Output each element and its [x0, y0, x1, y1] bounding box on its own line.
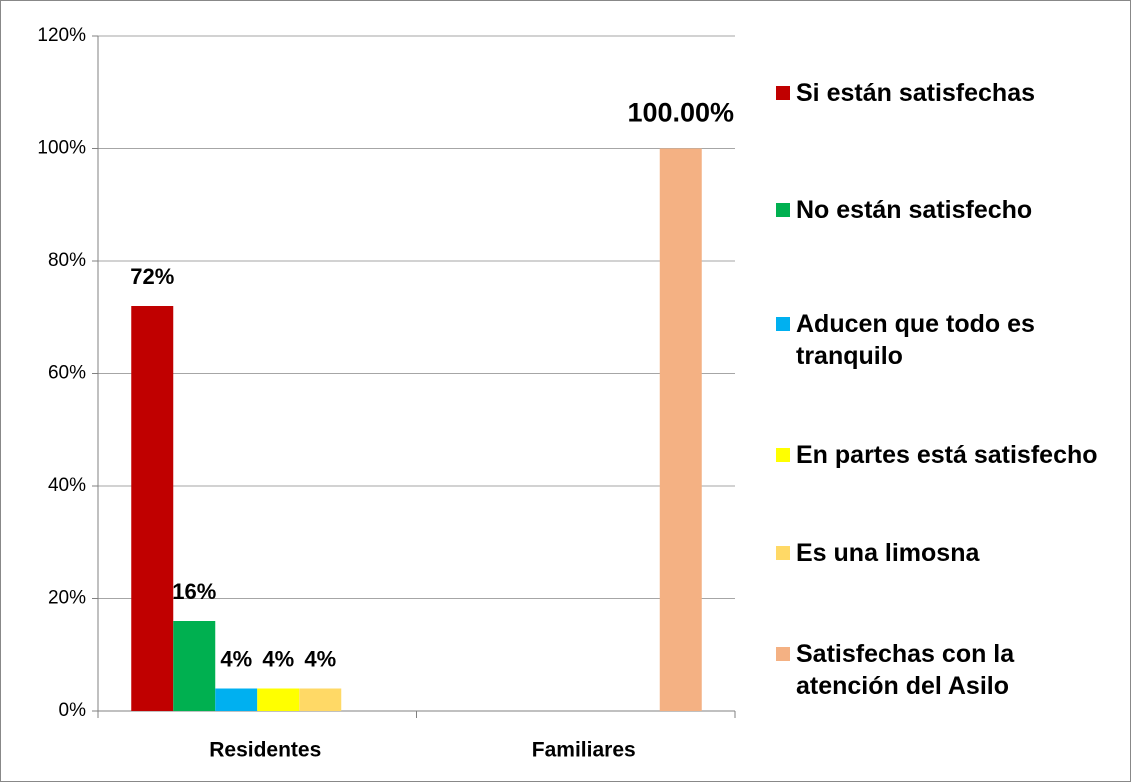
legend-swatch — [776, 203, 790, 217]
legend-label: No están satisfecho — [796, 196, 1033, 224]
legend-swatch — [776, 546, 790, 560]
y-tick-label: 20% — [48, 588, 86, 609]
legend-item: Aducen que todo es tranquilo — [776, 308, 1111, 372]
bar — [173, 621, 216, 711]
legend-label: Satisfechas con la atención del Asilo — [796, 640, 1015, 700]
legend-label: En partes está satisfecho — [796, 441, 1098, 469]
data-label: 4% — [262, 646, 294, 671]
bar — [215, 688, 258, 711]
bar — [131, 306, 174, 711]
legend-item: En partes está satisfecho — [776, 439, 1111, 471]
y-tick-label: 100% — [37, 138, 86, 159]
data-label: 4% — [220, 646, 252, 671]
data-label: 72% — [130, 264, 174, 289]
legend-swatch — [776, 448, 790, 462]
y-tick-label: 60% — [48, 363, 86, 384]
bar — [659, 148, 702, 711]
bar — [257, 688, 300, 711]
y-tick-label: 0% — [59, 700, 87, 721]
data-label: 100.00% — [627, 98, 734, 128]
bar — [299, 688, 342, 711]
legend-label: Si están satisfechas — [796, 79, 1036, 107]
legend-swatch — [776, 317, 790, 331]
x-tick-label: Residentes — [209, 739, 321, 762]
legend-swatch — [776, 86, 790, 100]
legend-label: Aducen que todo es tranquilo — [796, 310, 1035, 370]
legend-item: Es una limosna — [776, 537, 1111, 569]
x-tick-label: Familiares — [532, 739, 636, 762]
legend-label: Es una limosna — [796, 539, 980, 567]
legend-item: No están satisfecho — [776, 194, 1111, 226]
y-tick-label: 40% — [48, 475, 86, 496]
y-tick-label: 120% — [37, 25, 86, 46]
legend-item: Satisfechas con la atención del Asilo — [776, 638, 1111, 702]
data-label: 4% — [304, 646, 336, 671]
data-label: 16% — [172, 579, 216, 604]
legend-swatch — [776, 647, 790, 661]
y-tick-label: 80% — [48, 250, 86, 271]
legend-item: Si están satisfechas — [776, 77, 1111, 109]
